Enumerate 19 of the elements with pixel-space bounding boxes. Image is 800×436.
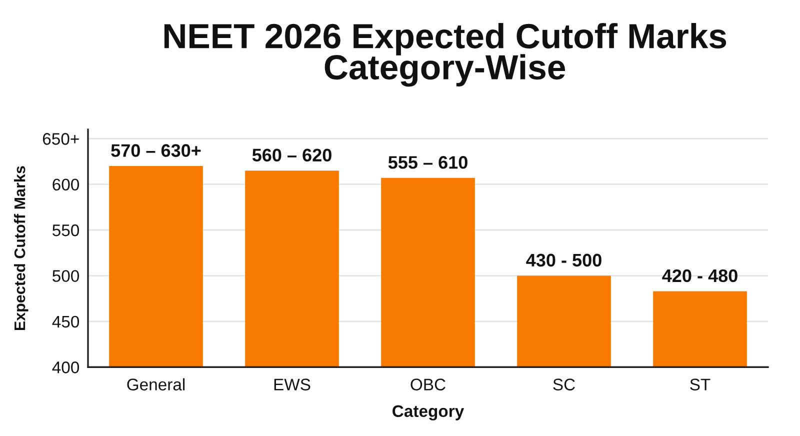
- annotation: 420 - 480: [662, 269, 738, 282]
- y-tick-label: 400: [52, 362, 80, 374]
- annotation: 430 - 500: [526, 254, 602, 267]
- y-tick-label: 450: [52, 316, 80, 328]
- x-tick-label: General: [127, 378, 185, 390]
- x-tick-label: SC: [553, 378, 575, 390]
- annotation: 555 – 610: [388, 156, 468, 169]
- y-axis-title: Expected Cutoff Marks: [14, 166, 28, 330]
- y-tick-label: 500: [52, 270, 80, 282]
- annotation: 570 – 630+: [111, 144, 201, 157]
- x-tick-label: OBC: [410, 378, 446, 390]
- x-tick-label: EWS: [274, 378, 310, 390]
- x-tick-label: ST: [690, 378, 710, 390]
- y-tick-label: 650+: [42, 133, 79, 145]
- x-axis-title: Category: [392, 405, 464, 420]
- y-tick-label: 550: [52, 224, 80, 236]
- annotation: 560 – 620: [252, 148, 332, 162]
- chart-title: NEET 2026 Expected Cutoff Marks Category-Wise: [164, 23, 726, 87]
- y-tick-label: 600: [52, 178, 80, 191]
